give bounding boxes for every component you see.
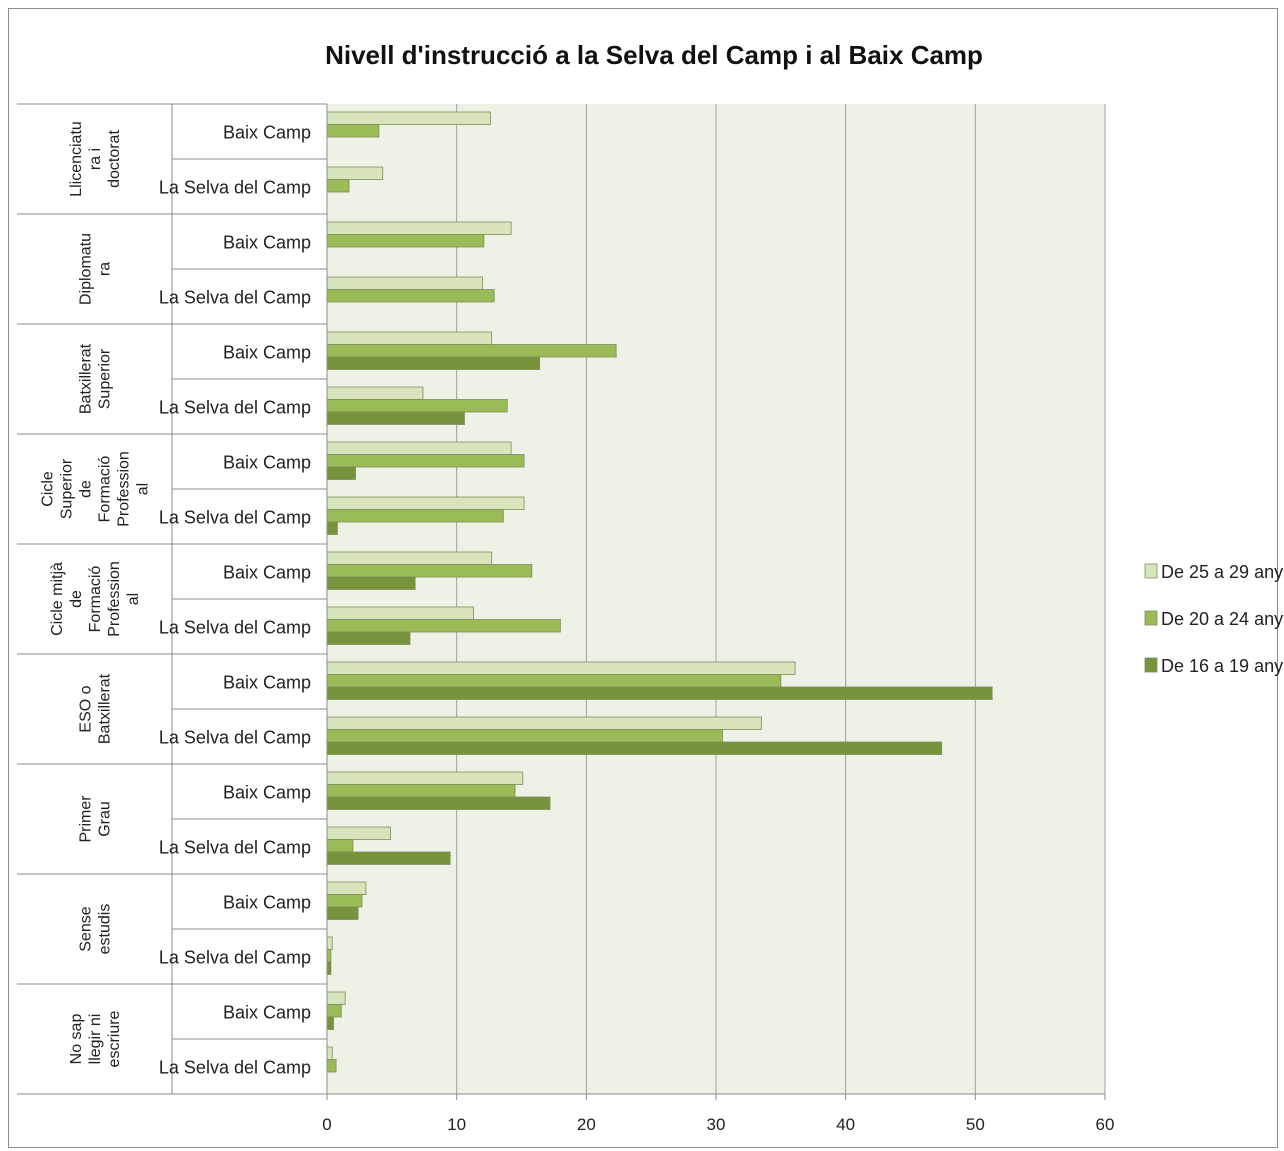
bar-4-0-1 — [326, 564, 533, 578]
bar-1-1-0 — [326, 276, 484, 290]
bar-3-0-1 — [326, 454, 525, 468]
row-label: Baix Camp — [223, 343, 311, 363]
group-label: Primer Grau — [78, 795, 114, 843]
bar-5-0-2 — [326, 686, 993, 700]
bar-1-0-0 — [326, 221, 512, 235]
row-label: Baix Camp — [223, 563, 311, 583]
x-tick-label: 50 — [966, 1115, 985, 1134]
bar-7-0-0 — [326, 881, 367, 895]
row-label: La Selva del Camp — [159, 398, 311, 418]
bar-2-0-0 — [326, 331, 493, 345]
bar-8-0-1 — [326, 1004, 342, 1018]
group-label: Sense estudis — [78, 904, 114, 955]
row-label: La Selva del Camp — [159, 728, 311, 748]
row-label: La Selva del Camp — [159, 508, 311, 528]
row-label: Baix Camp — [223, 673, 311, 693]
bar-7-1-1 — [326, 949, 332, 963]
legend-swatch-0 — [1144, 563, 1158, 579]
bar-3-1-2 — [326, 521, 338, 535]
group-label: Diplomatu ra — [78, 233, 114, 305]
row-label: La Selva del Camp — [159, 288, 311, 308]
bar-7-1-2 — [326, 961, 332, 975]
bar-5-1-1 — [326, 729, 723, 743]
chart-title: Nivell d'instrucció a la Selva del Camp … — [325, 40, 983, 70]
row-label: La Selva del Camp — [159, 948, 311, 968]
row-label: Baix Camp — [223, 893, 311, 913]
category-axis-labels: Baix Camp La Selva del Camp Llicenciatu ra … — [40, 121, 312, 1077]
bar-6-0-0 — [326, 771, 524, 785]
group-label: ESO o Batxillerat — [78, 673, 114, 744]
x-tick-label: 10 — [447, 1115, 466, 1134]
x-tick-label: 0 — [322, 1115, 331, 1134]
legend-label-2: De 16 a 19 anys — [1161, 656, 1284, 676]
bar-4-1-1 — [326, 619, 561, 633]
legend-label-1: De 20 a 24 anys — [1161, 609, 1284, 629]
bar-2-0-1 — [326, 344, 617, 358]
bar-4-1-2 — [326, 631, 411, 645]
bar-1-0-1 — [326, 234, 485, 248]
chart-frame — [8, 8, 1278, 1148]
bar-2-0-2 — [326, 356, 541, 370]
bar-1-1-1 — [326, 289, 495, 303]
bar-8-1-0 — [326, 1046, 333, 1060]
row-label: Baix Camp — [223, 783, 311, 803]
x-tick-label: 40 — [836, 1115, 855, 1134]
bar-7-1-0 — [326, 936, 333, 950]
bar-8-0-0 — [326, 991, 346, 1005]
bar-4-1-0 — [326, 606, 474, 620]
bar-4-0-2 — [326, 576, 416, 590]
bar-0-0-1 — [326, 124, 380, 138]
row-label: La Selva del Camp — [159, 618, 311, 638]
bar-5-1-2 — [326, 741, 943, 755]
legend: De 25 a 29 anys De 20 a 24 anys De 16 a 19… — [1144, 562, 1284, 676]
gridlines — [456, 104, 1106, 1094]
x-tick-label: 30 — [707, 1115, 726, 1134]
group-label: Cicle mitjà de Formació Profession al — [49, 561, 142, 637]
x-tick-label: 20 — [577, 1115, 596, 1134]
bar-2-1-1 — [326, 399, 508, 413]
row-label: Baix Camp — [223, 233, 311, 253]
bar-4-0-0 — [326, 551, 493, 565]
row-label: Baix Camp — [223, 1003, 311, 1023]
row-label: La Selva del Camp — [159, 838, 311, 858]
bars — [326, 111, 993, 1073]
row-label: La Selva del Camp — [159, 1058, 311, 1078]
bar-8-1-1 — [326, 1059, 337, 1073]
bar-7-0-2 — [326, 906, 359, 920]
bar-2-1-0 — [326, 386, 424, 400]
bar-3-1-1 — [326, 509, 504, 523]
bar-3-1-0 — [326, 496, 525, 510]
bar-0-0-0 — [326, 111, 491, 125]
legend-swatch-1 — [1144, 610, 1158, 626]
legend-swatch-2 — [1144, 657, 1158, 673]
bar-0-1-0 — [326, 166, 384, 180]
row-label: Baix Camp — [223, 453, 311, 473]
row-label: Baix Camp — [223, 123, 311, 143]
bar-6-1-0 — [326, 826, 391, 840]
bar-0-1-1 — [326, 179, 350, 193]
group-label: Batxillerat Superior — [78, 343, 114, 414]
x-tick-label: 60 — [1096, 1115, 1115, 1134]
bar-2-1-2 — [326, 411, 465, 425]
bar-6-0-1 — [326, 784, 516, 798]
row-label: La Selva del Camp — [159, 178, 311, 198]
bar-7-0-1 — [326, 894, 363, 908]
bar-3-0-0 — [326, 441, 512, 455]
bar-3-0-2 — [326, 466, 356, 480]
bar-5-0-1 — [326, 674, 782, 688]
axes — [17, 103, 1106, 1100]
bar-8-0-2 — [326, 1016, 334, 1030]
group-label: Llicenciatu ra i doctorat — [68, 121, 123, 197]
value-axis-labels: 0 10 20 30 40 50 60 — [322, 1115, 1114, 1134]
bar-6-0-2 — [326, 796, 551, 810]
group-label: No sap llegir ni escriure — [68, 1010, 123, 1067]
group-label: Cicle Superior de Formació Profession al — [40, 451, 152, 527]
bar-6-1-2 — [326, 851, 451, 865]
bar-5-1-0 — [326, 716, 762, 730]
legend-label-0: De 25 a 29 anys — [1161, 562, 1284, 582]
bar-6-1-1 — [326, 839, 354, 853]
bar-5-0-0 — [326, 661, 796, 675]
